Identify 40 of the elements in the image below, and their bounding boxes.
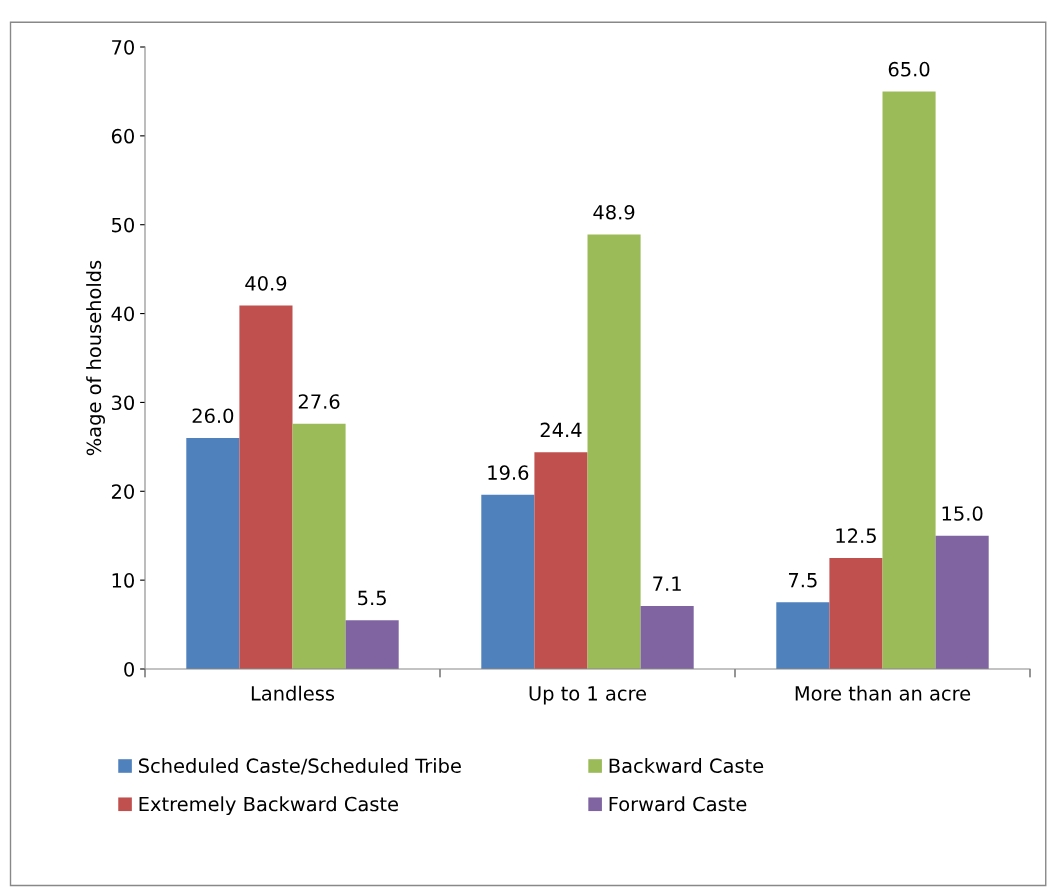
data-label: 7.1: [653, 576, 681, 591]
data-label: 24.4: [540, 422, 582, 438]
data-label: 40.9: [245, 275, 287, 291]
data-label: 12.5: [836, 528, 876, 544]
bar: [292, 423, 346, 669]
bar: [829, 557, 883, 669]
bar: [640, 605, 694, 669]
x-tick-label: Up to 1 acre: [529, 686, 647, 705]
bar: [882, 91, 936, 669]
data-label: 7.5: [788, 573, 817, 588]
bar: [239, 305, 293, 669]
x-tick-label: Landless: [251, 685, 335, 701]
y-tick-label: 20: [111, 484, 134, 499]
y-tick-label: 70: [112, 39, 134, 55]
bar: [345, 620, 399, 669]
legend-label: Forward Caste: [609, 796, 747, 812]
bar: [534, 452, 588, 669]
y-tick-label: 30: [112, 395, 134, 411]
y-tick-label: 10: [112, 573, 134, 588]
y-tick-label: 50: [112, 217, 134, 233]
bar: [186, 437, 240, 669]
legend-label: Backward Caste: [609, 758, 764, 774]
y-axis-title: %age of households: [86, 260, 105, 456]
data-label: 65.0: [888, 61, 930, 77]
legend-label: Scheduled Caste/Scheduled Tribe: [138, 758, 461, 775]
bar: [935, 535, 989, 669]
bar: [776, 602, 830, 669]
y-tick-label: 60: [111, 128, 134, 144]
legend-label: Extremely Backward Caste: [139, 796, 398, 816]
data-label: 27.6: [298, 394, 340, 409]
data-label: 5.5: [358, 590, 386, 606]
data-label: 26.0: [192, 408, 234, 424]
bar: [587, 234, 641, 669]
y-tick-label: 0: [124, 661, 134, 677]
y-tick-label: 40: [111, 306, 134, 322]
data-label: 48.9: [593, 204, 635, 220]
data-label: 19.6: [488, 465, 529, 480]
bar: [481, 494, 535, 669]
x-tick-label: More than an acre: [795, 685, 971, 701]
data-label: 15.0: [942, 506, 983, 521]
